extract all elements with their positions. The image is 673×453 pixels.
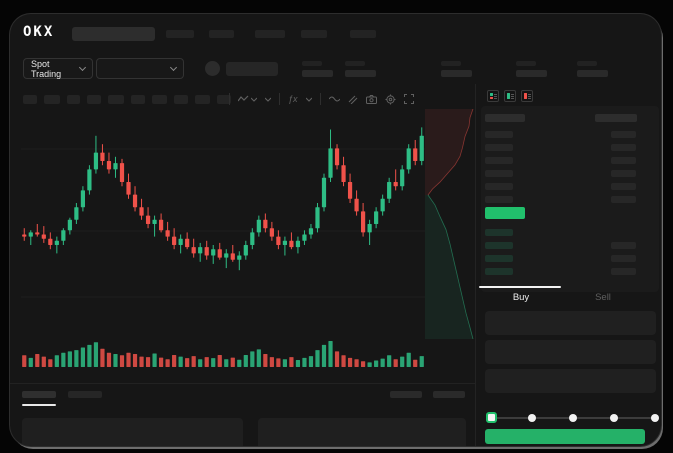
amount-slider-handle[interactable] <box>486 412 497 423</box>
timeframe-buttons <box>23 95 231 104</box>
orderbook-row-placeholder[interactable] <box>485 255 513 262</box>
bottom-tab-active-placeholder[interactable] <box>22 391 56 398</box>
orders-panel-placeholder <box>258 418 466 446</box>
market-type-dropdown[interactable]: Spot Trading <box>23 58 93 79</box>
buy-tab-indicator <box>479 286 561 288</box>
chevron-down-icon[interactable] <box>265 97 271 102</box>
book-bids-icon[interactable] <box>504 90 516 102</box>
chevron-down-icon[interactable] <box>305 97 312 102</box>
ticker-stat-placeholder <box>345 61 379 79</box>
orders-panel-placeholder <box>22 418 243 446</box>
orderbook-row-placeholder[interactable] <box>611 255 636 262</box>
camera-icon[interactable] <box>365 94 377 104</box>
timeframe-button-placeholder[interactable] <box>131 95 145 104</box>
timeframe-button-placeholder[interactable] <box>44 95 60 104</box>
timeframe-button-placeholder[interactable] <box>87 95 101 104</box>
bottom-tab-placeholder[interactable] <box>68 391 102 398</box>
buy-submit-button[interactable] <box>485 429 645 444</box>
orderbook-row-placeholder[interactable] <box>485 196 513 203</box>
orderbook-view-toggles <box>487 90 533 102</box>
orderbook-row-placeholder[interactable] <box>611 196 636 203</box>
ticker-stat-placeholder <box>441 61 475 79</box>
chart-tool-icons: ƒx <box>229 91 414 107</box>
ticker-stat-placeholder <box>516 61 550 79</box>
timeframe-button-placeholder[interactable] <box>108 95 124 104</box>
search-placeholder[interactable] <box>72 27 155 41</box>
orderbook-row-placeholder[interactable] <box>611 183 636 190</box>
nav-item-placeholder[interactable] <box>301 30 327 38</box>
draw-tool-icon[interactable] <box>348 94 358 104</box>
chevron-down-icon <box>78 63 87 71</box>
active-tab-indicator <box>22 404 56 406</box>
okx-logo[interactable]: OKX <box>23 24 55 40</box>
orderbook-row-placeholder[interactable] <box>611 157 636 164</box>
orderbook-row-placeholder[interactable] <box>485 157 513 164</box>
orderbook-row-placeholder[interactable] <box>611 242 636 249</box>
timeframe-button-placeholder[interactable] <box>174 95 188 104</box>
divider <box>10 383 475 384</box>
timeframe-button-placeholder[interactable] <box>217 95 231 104</box>
fx-indicators-icon[interactable]: ƒx <box>288 94 298 104</box>
chart-type-icon[interactable] <box>238 94 257 104</box>
settings-gear-icon[interactable] <box>385 94 396 105</box>
book-combined-icon[interactable] <box>487 90 499 102</box>
ticker-stat-placeholder <box>577 61 611 79</box>
divider <box>229 93 230 105</box>
nav-item-placeholder[interactable] <box>350 30 376 38</box>
orderbook-header-amount-placeholder <box>595 114 637 122</box>
ticker-stat-placeholder <box>302 61 336 79</box>
candlestick-chart[interactable] <box>10 109 475 371</box>
price-input-placeholder[interactable] <box>485 311 656 335</box>
total-input-placeholder[interactable] <box>485 369 656 393</box>
line-tool-icon[interactable] <box>328 95 340 103</box>
orderbook-header-price-placeholder <box>485 114 525 122</box>
app-window: OKX Spot Trading <box>9 13 662 447</box>
timeframe-button-placeholder[interactable] <box>67 95 80 104</box>
orderbook-row-placeholder[interactable] <box>485 229 513 236</box>
timeframe-button-placeholder[interactable] <box>152 95 167 104</box>
slider-stop[interactable] <box>610 414 618 422</box>
orderbook-row-placeholder[interactable] <box>611 144 636 151</box>
coin-avatar <box>205 61 220 76</box>
chevron-down-icon <box>169 63 178 71</box>
orderbook-row-placeholder[interactable] <box>485 242 513 249</box>
slider-stop[interactable] <box>651 414 659 422</box>
orderbook-row-placeholder[interactable] <box>611 268 636 275</box>
divider <box>279 93 280 105</box>
bottom-action-placeholder[interactable] <box>390 391 422 398</box>
bottom-action-placeholder[interactable] <box>433 391 465 398</box>
timeframe-button-placeholder[interactable] <box>23 95 37 104</box>
orderbook-row-placeholder[interactable] <box>485 183 513 190</box>
orderbook-row-placeholder[interactable] <box>485 268 513 275</box>
slider-stop[interactable] <box>569 414 577 422</box>
market-type-label: Spot Trading <box>31 58 62 79</box>
book-asks-icon[interactable] <box>521 90 533 102</box>
last-price-highlight[interactable] <box>485 207 525 219</box>
orderbook-row-placeholder[interactable] <box>611 170 636 177</box>
fullscreen-icon[interactable] <box>403 94 414 104</box>
nav-item-placeholder[interactable] <box>209 30 234 38</box>
pair-selector-dropdown[interactable] <box>96 58 184 79</box>
depth-chart <box>425 109 474 339</box>
orderbook-row-placeholder[interactable] <box>485 144 513 151</box>
main-nav <box>166 30 416 38</box>
timeframe-button-placeholder[interactable] <box>195 95 210 104</box>
slider-stop[interactable] <box>528 414 536 422</box>
orderbook-row-placeholder[interactable] <box>485 131 513 138</box>
amount-input-placeholder[interactable] <box>485 340 656 364</box>
tab-buy[interactable]: Buy <box>512 292 530 303</box>
divider <box>319 93 321 105</box>
nav-item-placeholder[interactable] <box>166 30 194 38</box>
last-price-placeholder <box>226 62 278 76</box>
nav-item-placeholder[interactable] <box>255 30 285 38</box>
divider <box>475 84 476 446</box>
orderbook-row-placeholder[interactable] <box>485 170 513 177</box>
price-volume-plot <box>22 127 424 367</box>
tab-sell[interactable]: Sell <box>595 292 611 303</box>
orderbook-row-placeholder[interactable] <box>611 131 636 138</box>
